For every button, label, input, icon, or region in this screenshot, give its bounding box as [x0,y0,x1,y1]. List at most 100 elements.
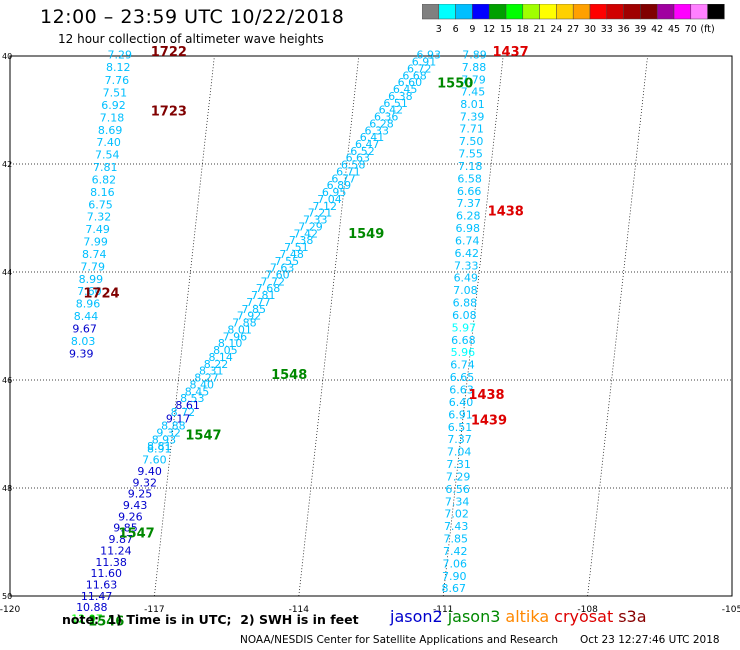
swh-value-label: 7.90 [442,570,467,583]
swh-value-label: 7.37 [447,433,472,446]
swh-value-label: 8.69 [98,124,123,137]
swh-value-label: 7.39 [460,110,485,123]
swh-value-label: 7.63 [270,262,295,275]
swh-value-label: 7.81 [251,289,276,302]
swh-value-label: 6.56 [445,483,470,496]
swh-value-label: 8.01 [227,323,252,336]
swh-value-label: 9.17 [166,413,191,426]
generated-timestamp: Oct 23 12:27:46 UTC 2018 [580,634,720,646]
y-tick-label: 48 [2,484,12,493]
swh-value-label: 6.08 [452,309,477,322]
satellite-legend-jason3: jason3 [447,607,501,626]
pass-time-label: 1546 [88,615,124,630]
swh-value-label: 6.92 [101,99,126,112]
colorbar-label: 39 [634,24,646,35]
swh-value-label: 8.40 [190,378,215,391]
swh-value-label: 6.68 [451,334,476,347]
x-tick-label: -117 [144,605,164,615]
credit-text: NOAA/NESDIS Center for Satellite Applica… [240,634,558,646]
page-subtitle: 12 hour collection of altimeter wave hei… [58,32,324,46]
swh-value-label: 9.32 [156,426,181,439]
swh-value-label: 7.34 [445,495,470,508]
swh-value-label: 7.89 [462,49,487,62]
swh-value-label: 7.48 [279,248,304,261]
swh-value-label: 6.36 [374,111,399,124]
x-tick-label: -114 [289,605,310,615]
swh-value-label: 6.58 [341,159,366,172]
swh-value-label: 6.72 [407,62,432,75]
swh-value-label: 7.55 [458,148,483,161]
swh-value-label: 9.67 [72,322,97,335]
pass-time-label: 1547 [185,428,221,443]
swh-value-label: 7.31 [446,458,471,471]
swh-value-label: 7.71 [459,123,484,136]
swh-value-label: 7.92 [237,310,262,323]
colorbar-label: (ft) [700,24,714,35]
swh-value-label: 11.63 [86,578,118,591]
colorbar-label: 24 [550,24,562,35]
swh-value-label: 6.60 [398,76,423,89]
swh-value-label: 6.42 [379,104,404,117]
colorbar-label: 36 [618,24,630,35]
swh-value-label: 8.88 [161,420,186,433]
colorbar-label: 15 [500,24,512,35]
swh-value-label: 6.40 [449,396,474,409]
x-tick-label: -108 [577,605,598,615]
swh-value-label: 8.74 [82,248,107,261]
satellite-legend-cryosat: cryosat [554,607,614,626]
swh-value-label: 6.51 [383,97,408,110]
x-tick-label: -111 [433,605,453,615]
swh-value-label: 7.77 [246,296,271,309]
swh-value-label: 8.45 [185,385,210,398]
swh-value-label: 6.74 [450,359,475,372]
swh-value-label: 6.66 [457,185,482,198]
swh-value-label: 6.75 [88,198,113,211]
swh-value-label: 6.74 [455,234,480,247]
swh-value-label: 6.65 [450,371,475,384]
pass-time-label: 1550 [437,76,473,91]
longitude-gridline [154,55,215,597]
swh-value-label: 10.88 [76,601,108,614]
swh-value-label: 9.85 [113,522,138,535]
swh-value-label: 8.61 [175,399,200,412]
swh-value-label: 7.04 [447,446,472,459]
plot-frame [9,55,733,597]
swh-value-label: 7.60 [265,268,290,281]
pass-time-label: 1547 [118,527,154,542]
swh-value-label: 7.85 [443,533,468,546]
swh-value-label: 8.14 [208,351,233,364]
swh-value-label: 8.44 [74,310,99,323]
swh-value-label: 6.91 [448,408,473,421]
swh-value-label: 6.77 [331,172,356,185]
swh-value-label: 7.33 [303,214,328,227]
swh-value-label: 7.76 [105,74,130,87]
swh-value-label: 7.50 [459,135,484,148]
swh-value-label: 7.18 [100,111,125,124]
swh-value-label: 7.33 [454,259,479,272]
pass-time-label: 1438 [488,204,524,219]
swh-value-label: 7.06 [443,557,468,570]
swh-value-label: 7.32 [87,211,112,224]
colorbar-label: 27 [567,24,579,35]
swh-value-label: 7.68 [256,282,281,295]
longitude-gridline [442,55,504,597]
swh-value-label: 8.53 [180,392,205,405]
pass-time-label: 1439 [471,413,507,428]
swh-value-label: 12.97 [71,612,103,625]
swh-value-label: 6.41 [360,131,385,144]
colorbar-label: 33 [601,24,613,35]
swh-value-label: 9.43 [123,499,148,512]
footer-note: note: 1) Time is in UTC; 2) SWH is in fe… [62,612,359,627]
swh-value-label: 7.79 [81,260,106,273]
swh-value-label: 7.55 [275,255,300,268]
longitude-gridline [587,55,648,597]
swh-value-label: 7.02 [444,508,469,521]
swh-value-label: 6.88 [453,297,478,310]
swh-value-label: 9.25 [128,488,153,501]
swh-value-label: 6.49 [454,272,479,285]
swh-value-label: 6.68 [402,69,427,82]
swh-value-label: 6.47 [355,138,380,151]
swh-value-label: 7.49 [85,223,110,236]
y-tick-label: 42 [2,160,12,169]
swh-value-label: 7.85 [242,303,267,316]
